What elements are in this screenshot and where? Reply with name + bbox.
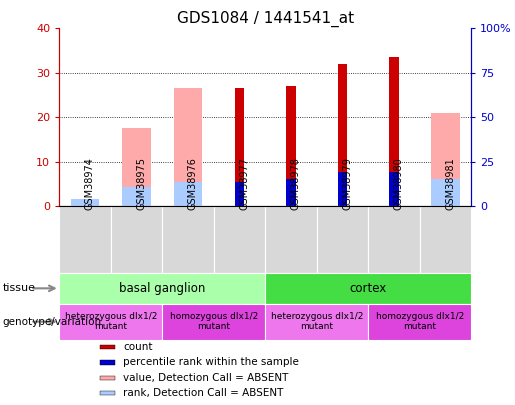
Text: heterozygous dlx1/2
mutant: heterozygous dlx1/2 mutant xyxy=(270,312,363,331)
Text: basal ganglion: basal ganglion xyxy=(119,282,205,295)
Bar xyxy=(174,88,202,206)
Bar xyxy=(123,187,150,206)
Text: GSM38974: GSM38974 xyxy=(85,157,95,210)
Bar xyxy=(123,128,150,206)
Bar xyxy=(71,199,99,206)
Bar xyxy=(162,304,265,340)
Bar xyxy=(389,173,399,206)
Bar xyxy=(420,206,471,273)
Bar xyxy=(59,273,265,304)
Bar xyxy=(368,304,471,340)
Bar xyxy=(368,206,420,273)
Text: homozygous dlx1/2
mutant: homozygous dlx1/2 mutant xyxy=(375,312,464,331)
Bar xyxy=(235,88,244,206)
Bar xyxy=(265,273,471,304)
Bar xyxy=(59,304,162,340)
Bar xyxy=(214,206,265,273)
Bar xyxy=(389,57,399,206)
Text: value, Detection Call = ABSENT: value, Detection Call = ABSENT xyxy=(123,373,288,383)
Bar xyxy=(100,375,115,380)
Text: tissue: tissue xyxy=(3,284,36,293)
Bar xyxy=(265,206,317,273)
Text: genotype/variation: genotype/variation xyxy=(3,317,101,327)
Text: heterozygous dlx1/2
mutant: heterozygous dlx1/2 mutant xyxy=(64,312,157,331)
Bar xyxy=(162,206,214,273)
Bar xyxy=(111,206,162,273)
Bar xyxy=(71,200,99,206)
Bar xyxy=(431,113,459,206)
Bar xyxy=(286,86,296,206)
Bar xyxy=(317,206,368,273)
Text: GSM38981: GSM38981 xyxy=(445,157,455,210)
Bar xyxy=(100,345,115,349)
Text: GSM38977: GSM38977 xyxy=(239,157,249,210)
Text: GSM38978: GSM38978 xyxy=(291,157,301,210)
Text: rank, Detection Call = ABSENT: rank, Detection Call = ABSENT xyxy=(123,388,283,398)
Bar xyxy=(338,173,347,206)
Text: GSM38976: GSM38976 xyxy=(188,157,198,210)
Bar xyxy=(174,182,202,206)
Bar xyxy=(59,206,111,273)
Text: GSM38980: GSM38980 xyxy=(394,157,404,210)
Bar xyxy=(431,179,459,206)
Bar xyxy=(100,391,115,395)
Text: homozygous dlx1/2
mutant: homozygous dlx1/2 mutant xyxy=(169,312,258,331)
Bar xyxy=(265,304,368,340)
Bar xyxy=(338,64,347,206)
Text: cortex: cortex xyxy=(350,282,387,295)
Text: GSM38979: GSM38979 xyxy=(342,157,352,210)
Bar xyxy=(100,360,115,364)
Text: percentile rank within the sample: percentile rank within the sample xyxy=(123,357,299,367)
Text: count: count xyxy=(123,342,152,352)
Bar xyxy=(235,182,244,206)
Bar xyxy=(286,179,296,206)
Text: GSM38975: GSM38975 xyxy=(136,157,146,210)
Title: GDS1084 / 1441541_at: GDS1084 / 1441541_at xyxy=(177,11,354,27)
